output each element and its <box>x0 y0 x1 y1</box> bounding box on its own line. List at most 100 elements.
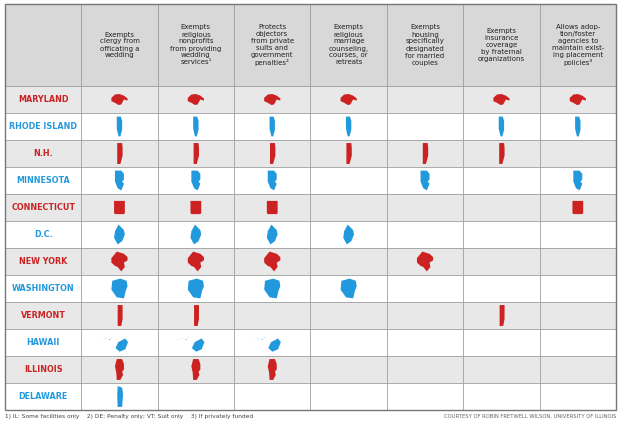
Bar <box>6 86 81 113</box>
Bar <box>157 329 234 356</box>
Polygon shape <box>194 305 199 326</box>
Polygon shape <box>268 338 281 351</box>
Polygon shape <box>188 94 204 105</box>
Polygon shape <box>500 305 505 326</box>
Polygon shape <box>105 338 106 339</box>
Polygon shape <box>193 143 199 164</box>
Text: Exempts
clergy from
officating a
wedding: Exempts clergy from officating a wedding <box>100 31 140 59</box>
Polygon shape <box>101 339 102 340</box>
Bar <box>387 248 463 275</box>
Bar <box>6 113 81 140</box>
Bar <box>157 356 234 383</box>
Text: Exempts
religious
marriage
counseling,
courses, or
retreats: Exempts religious marriage counseling, c… <box>329 25 369 65</box>
Bar <box>6 194 81 221</box>
Polygon shape <box>340 279 356 298</box>
Bar <box>157 302 234 329</box>
Bar <box>387 167 463 194</box>
Bar <box>387 86 463 113</box>
Polygon shape <box>114 225 125 244</box>
Polygon shape <box>264 251 280 271</box>
Bar <box>311 221 387 248</box>
Bar <box>311 383 387 410</box>
Polygon shape <box>268 359 277 380</box>
Bar <box>6 275 81 302</box>
Bar <box>539 248 616 275</box>
Polygon shape <box>346 117 352 137</box>
Polygon shape <box>117 117 122 137</box>
Bar <box>81 248 157 275</box>
Text: WASHINGTON: WASHINGTON <box>12 284 74 293</box>
Text: RHODE ISLAND: RHODE ISLAND <box>9 122 78 131</box>
Text: DELAWARE: DELAWARE <box>19 392 68 401</box>
Bar <box>539 194 616 221</box>
Polygon shape <box>118 305 123 326</box>
Polygon shape <box>117 386 123 407</box>
Bar <box>387 275 463 302</box>
Bar <box>81 194 157 221</box>
Polygon shape <box>187 337 188 338</box>
Polygon shape <box>268 170 277 190</box>
Bar <box>311 194 387 221</box>
Bar <box>539 302 616 329</box>
Text: Allows adop-
tion/foster
agencies to
maintain exist-
ing placement
policies³: Allows adop- tion/foster agencies to mai… <box>552 24 604 66</box>
Bar <box>157 221 234 248</box>
Bar <box>463 302 539 329</box>
Bar <box>157 167 234 194</box>
Polygon shape <box>343 225 354 244</box>
Polygon shape <box>117 143 123 164</box>
Bar <box>234 248 311 275</box>
Bar <box>6 356 81 383</box>
Bar <box>81 167 157 194</box>
Bar <box>234 383 311 410</box>
Polygon shape <box>115 359 124 380</box>
Polygon shape <box>115 338 128 351</box>
Polygon shape <box>267 201 278 214</box>
Bar <box>387 383 463 410</box>
Polygon shape <box>192 170 200 190</box>
Bar <box>234 302 311 329</box>
Bar <box>311 356 387 383</box>
Text: VERMONT: VERMONT <box>21 311 66 320</box>
Bar <box>157 248 234 275</box>
Polygon shape <box>264 94 280 105</box>
Bar <box>311 4 387 86</box>
Bar <box>539 329 616 356</box>
Bar <box>81 329 157 356</box>
Bar <box>81 4 157 86</box>
Bar <box>81 383 157 410</box>
Text: D.C.: D.C. <box>34 230 53 239</box>
Bar <box>539 356 616 383</box>
Bar <box>311 329 387 356</box>
Polygon shape <box>112 251 128 271</box>
Bar <box>539 275 616 302</box>
Bar <box>157 86 234 113</box>
Bar <box>234 86 311 113</box>
Bar <box>234 221 311 248</box>
Bar <box>81 275 157 302</box>
Bar <box>6 329 81 356</box>
Bar <box>157 140 234 167</box>
Text: Exempts
insurance
coverage
by fraternal
organizations: Exempts insurance coverage by fraternal … <box>478 28 525 62</box>
Bar <box>6 4 616 86</box>
Bar <box>234 113 311 140</box>
Polygon shape <box>574 170 582 190</box>
Bar <box>463 86 539 113</box>
Bar <box>539 221 616 248</box>
Bar <box>311 248 387 275</box>
Bar <box>463 113 539 140</box>
Bar <box>234 167 311 194</box>
Polygon shape <box>112 94 128 105</box>
Text: CONNECTICUT: CONNECTICUT <box>11 203 76 212</box>
Polygon shape <box>494 94 510 105</box>
Bar <box>387 140 463 167</box>
Text: NEW YORK: NEW YORK <box>19 257 68 266</box>
Bar <box>387 302 463 329</box>
Polygon shape <box>417 251 433 271</box>
Polygon shape <box>115 170 124 190</box>
Bar <box>539 383 616 410</box>
Text: N.H.: N.H. <box>33 149 53 158</box>
Polygon shape <box>190 201 202 214</box>
Bar <box>157 275 234 302</box>
Text: Protects
objectors
from private
suits and
government
penalties²: Protects objectors from private suits an… <box>250 24 294 66</box>
Polygon shape <box>498 117 504 137</box>
